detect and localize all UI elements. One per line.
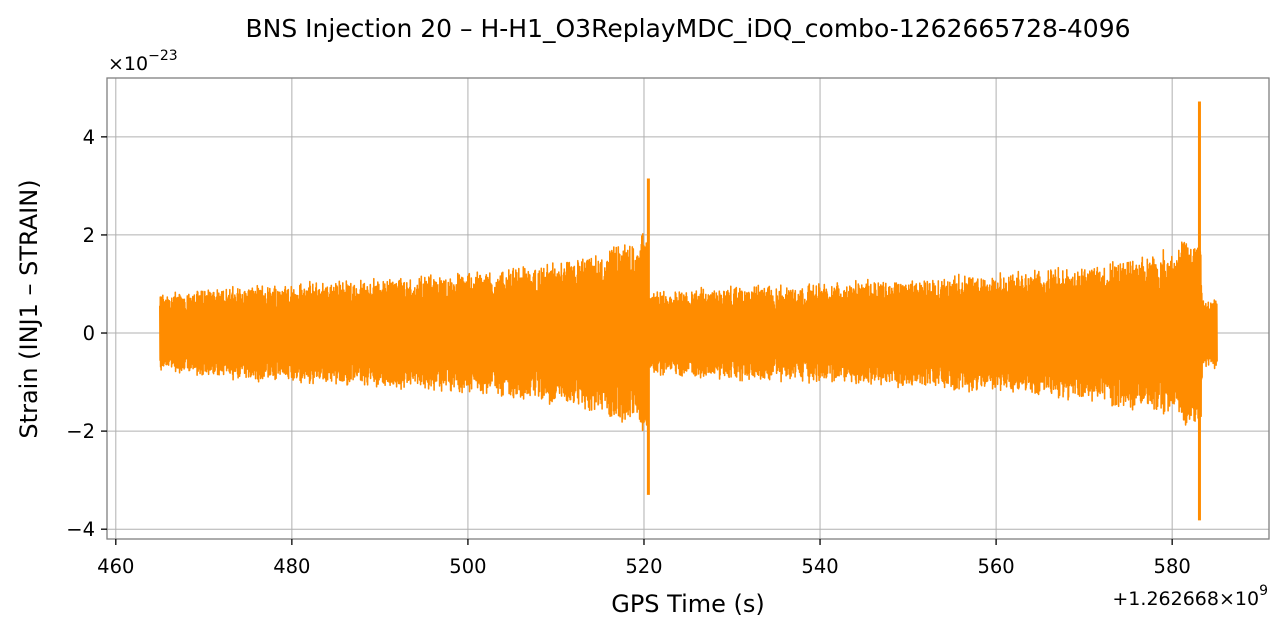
y-axis-label: Strain (INJ1 – STRAIN) xyxy=(15,179,43,438)
x-tick-label: 500 xyxy=(449,555,486,578)
y-scale-base: ×10 xyxy=(108,53,148,75)
plot-frame xyxy=(106,77,1270,540)
y-tick-label: −4 xyxy=(66,518,95,541)
strain-series-line xyxy=(159,233,1218,432)
y-scale-exponent: −23 xyxy=(148,48,178,64)
tick-layer: 460 480 500 520 540 560 580 −4 −2 0 2 4 xyxy=(66,126,1191,578)
x-offset-label: +1.262668×109 xyxy=(1112,583,1268,610)
x-tick-label: 560 xyxy=(977,555,1014,578)
y-tick-label: −2 xyxy=(66,420,95,443)
y-tick-label: 4 xyxy=(83,126,95,149)
x-offset-exponent: 9 xyxy=(1259,583,1268,599)
x-tick-label: 480 xyxy=(273,555,310,578)
y-tick-label: 0 xyxy=(83,322,95,345)
chart-title: BNS Injection 20 – H-H1_O3ReplayMDC_iDQ_… xyxy=(245,14,1130,43)
x-axis-label: GPS Time (s) xyxy=(611,590,765,618)
x-tick-label: 460 xyxy=(97,555,134,578)
y-tick-label: 2 xyxy=(83,224,95,247)
plot-layer xyxy=(159,101,1218,521)
x-tick-label: 520 xyxy=(625,555,662,578)
x-offset-base: +1.262668×10 xyxy=(1112,588,1259,610)
x-tick-label: 580 xyxy=(1154,555,1191,578)
x-tick-label: 540 xyxy=(801,555,838,578)
y-scale-label: ×10−23 xyxy=(108,48,178,75)
